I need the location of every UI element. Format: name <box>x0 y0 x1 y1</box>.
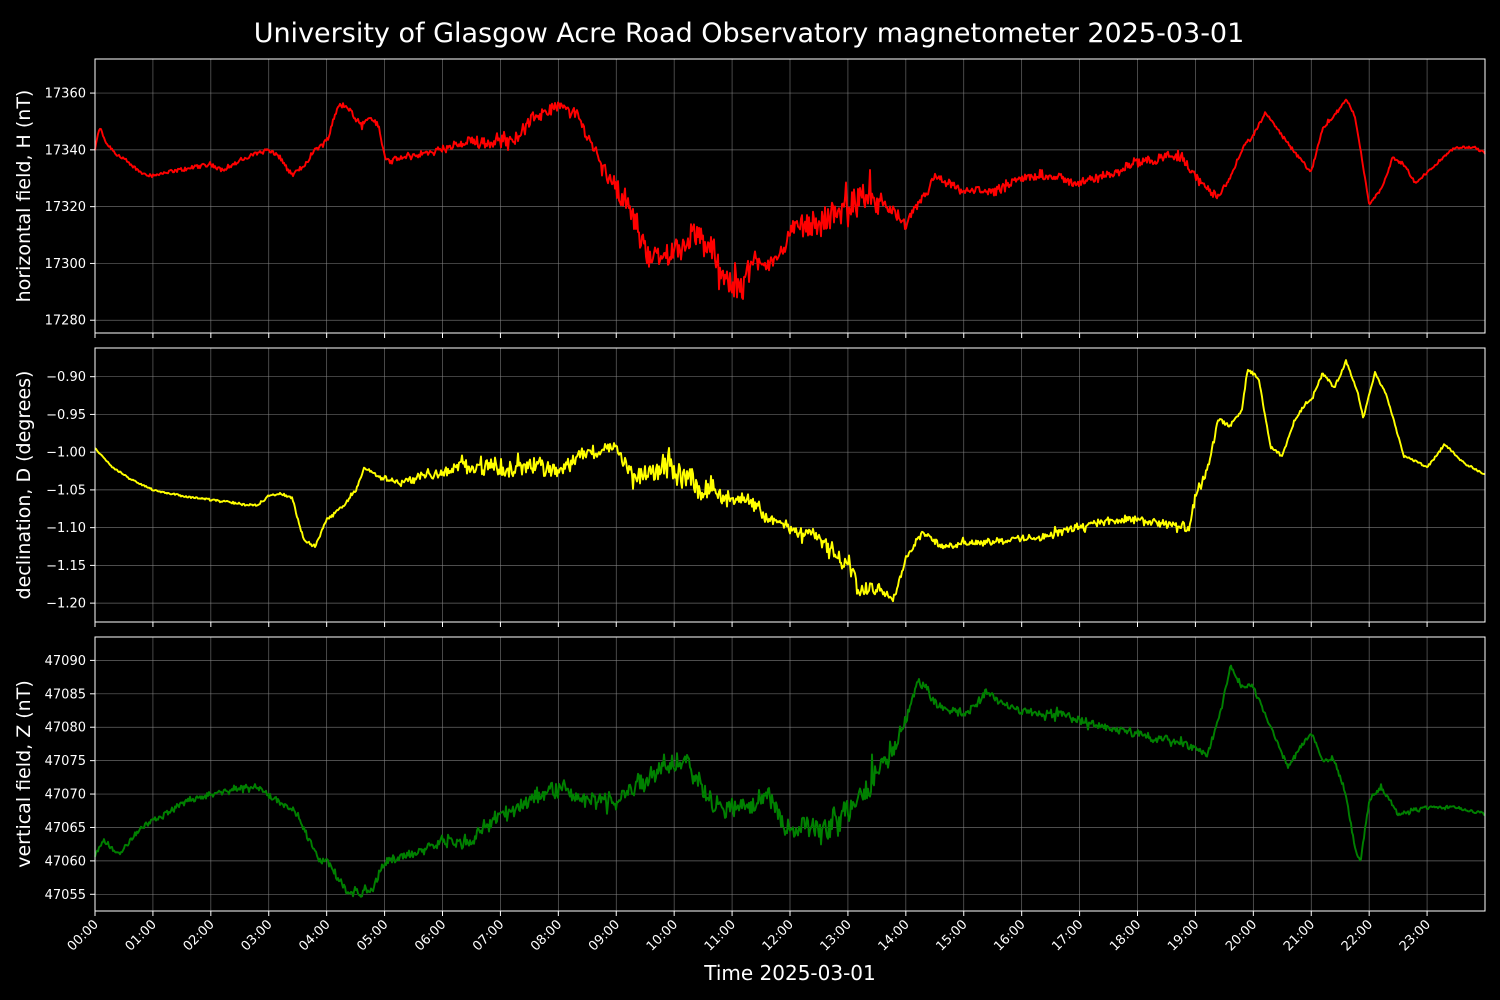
x-tick-label: 17:00 <box>1049 917 1086 954</box>
x-tick-label: 03:00 <box>238 917 275 954</box>
y-tick-label: −1.00 <box>46 446 86 461</box>
x-tick-label: 20:00 <box>1223 917 1260 954</box>
x-tick-label: 05:00 <box>354 917 391 954</box>
series-line-Z <box>94 664 1486 898</box>
panel-h-x-axis <box>94 333 1428 338</box>
x-tick-label: 22:00 <box>1339 917 1376 954</box>
x-tick-label: 04:00 <box>296 917 333 954</box>
x-tick-label: 08:00 <box>528 917 565 954</box>
panel-z: 47055 47060 47065 47070 47075 47080 47085 47090… <box>13 636 1486 916</box>
y-tick-label: 47065 <box>45 821 86 836</box>
panel-h-series <box>94 98 1486 300</box>
y-tick-label: 47075 <box>45 754 86 769</box>
x-tick-label: 13:00 <box>818 917 855 954</box>
y-tick-label: 17300 <box>45 257 86 272</box>
panel-d-grid <box>94 348 1485 622</box>
x-tick-label: 16:00 <box>991 917 1028 954</box>
chart-title: University of Glasgow Acre Road Observat… <box>254 18 1245 49</box>
panel-z-y-axis: 47055 47060 47065 47070 47075 47080 47085 47090 <box>45 654 95 903</box>
panel-h-grid <box>94 59 1485 333</box>
series-line-H <box>94 98 1486 300</box>
x-tick-label: 15:00 <box>933 917 970 954</box>
x-tick-label: 09:00 <box>586 917 623 954</box>
panel-z-x-axis <box>94 911 1428 916</box>
panel-z-series <box>94 664 1486 898</box>
x-axis-label: Time 2025-03-01 <box>703 961 876 985</box>
x-tick-label: 11:00 <box>702 917 739 954</box>
x-tick-label: 06:00 <box>412 917 449 954</box>
panel-d-series <box>94 359 1486 603</box>
y-tick-label: −1.10 <box>46 521 86 536</box>
x-tick-label: 14:00 <box>876 917 913 954</box>
y-tick-label: 17340 <box>45 143 86 158</box>
x-tick-label: 07:00 <box>470 917 507 954</box>
x-tick-label: 19:00 <box>1165 917 1202 954</box>
panel-d-y-axis: −1.20 −1.15 −1.10 −1.05 −1.00 −0.95 −0.90 <box>46 370 95 612</box>
y-tick-label: 47080 <box>45 721 86 736</box>
panel-h-y-axis: 17280 17300 17320 17340 17360 <box>45 87 95 329</box>
x-tick-label: 02:00 <box>181 917 218 954</box>
series-line-D <box>94 359 1486 603</box>
y-tick-label: −1.20 <box>46 597 86 612</box>
y-tick-label: 47085 <box>45 687 86 702</box>
y-tick-label: 17280 <box>45 314 86 329</box>
x-tick-labels: 00:00 01:00 02:00 03:00 04:00 05:00 06:00 07:00… <box>65 917 1434 954</box>
x-tick-label: 01:00 <box>123 917 160 954</box>
x-tick-label: 18:00 <box>1107 917 1144 954</box>
y-tick-label: 47090 <box>45 654 86 669</box>
y-tick-label: 47060 <box>45 854 86 869</box>
x-tick-label: 12:00 <box>760 917 797 954</box>
x-tick-label: 10:00 <box>644 917 681 954</box>
x-tick-label: 23:00 <box>1397 917 1434 954</box>
panel-z-ylabel: vertical field, Z (nT) <box>13 680 35 868</box>
y-tick-label: 17360 <box>45 87 86 102</box>
y-tick-label: −1.05 <box>46 483 86 498</box>
y-tick-label: −0.95 <box>46 408 86 423</box>
y-tick-label: 17320 <box>45 200 86 215</box>
y-tick-label: −1.15 <box>46 559 86 574</box>
panel-d: −1.20 −1.15 −1.10 −1.05 −1.00 −0.95 −0.90 decl… <box>13 347 1486 627</box>
x-tick-label: 21:00 <box>1281 917 1318 954</box>
y-tick-label: −0.90 <box>46 370 86 385</box>
panel-z-grid <box>94 637 1485 911</box>
panel-d-x-axis <box>94 622 1428 627</box>
y-tick-label: 47055 <box>45 888 86 903</box>
x-tick-label: 00:00 <box>65 917 102 954</box>
panel-h: 17280 17300 17320 17340 17360 horizontal fie… <box>13 58 1486 338</box>
panel-d-ylabel: declination, D (degrees) <box>13 371 35 600</box>
y-tick-label: 47070 <box>45 788 86 803</box>
panel-h-ylabel: horizontal field, H (nT) <box>13 90 35 303</box>
